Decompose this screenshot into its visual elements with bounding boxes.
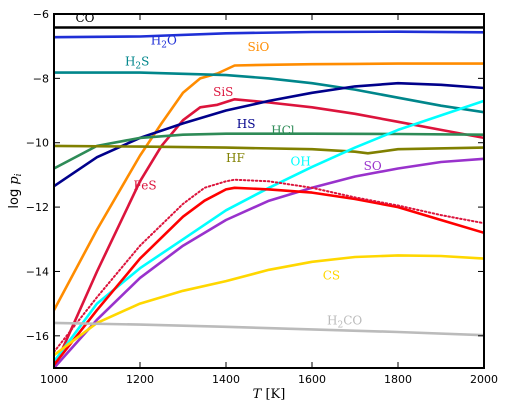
series-line-so [54,157,484,368]
y-tick-label: −12 [26,201,49,214]
species-label-hf: HF [226,151,245,165]
series-line-hs [54,81,484,188]
y-tick-label: −14 [26,265,49,278]
series-line-h2o [54,30,484,39]
x-tick-label: 1400 [212,373,240,386]
y-tick-label: −10 [26,137,49,150]
species-label-sio: SiO [248,40,270,54]
series-line-sis [54,98,484,368]
series-line-hf [54,144,484,155]
series-line-hcl [54,132,484,170]
series-layer [54,26,484,368]
x-tick-label: 1200 [126,373,154,386]
species-label-fes: FeS [134,178,157,192]
x-axis-title: T [K] [253,387,286,402]
x-tick-label: 1000 [40,373,68,386]
series-line-cs [54,254,484,357]
species-label-cs: CS [323,269,340,283]
x-tick-label: 1600 [298,373,326,386]
x-tick-label: 2000 [470,373,498,386]
series-line-h2co [54,321,484,337]
species-label-h2o: H2O [151,34,177,51]
species-label-h2s: H2S [125,54,149,71]
x-tick-label: 1800 [384,373,412,386]
y-tick-label: −16 [26,330,49,343]
y-axis-title: log pi [7,173,24,208]
species-label-hcl: HCl [271,124,295,138]
plot-frame [53,13,485,369]
y-tick-label: −8 [33,72,49,85]
species-label-h2co: H2CO [327,314,362,331]
species-label-oh: OH [291,154,311,168]
species-label-sis: SiS [213,85,233,99]
series-line-fes-dotted [54,178,484,353]
species-label-hs: HS [237,117,256,131]
tick-layer: 1000 1200 1400 1600 1800 2000 −16 −14 −12 −10 −8 −6 [26,8,498,386]
series-line-fes [54,186,484,367]
series-line-h2s [54,71,484,114]
series-line-oh [54,99,484,363]
series-line-sio [54,62,484,312]
species-label-so: SO [364,159,382,173]
y-tick-label: −6 [33,8,49,21]
